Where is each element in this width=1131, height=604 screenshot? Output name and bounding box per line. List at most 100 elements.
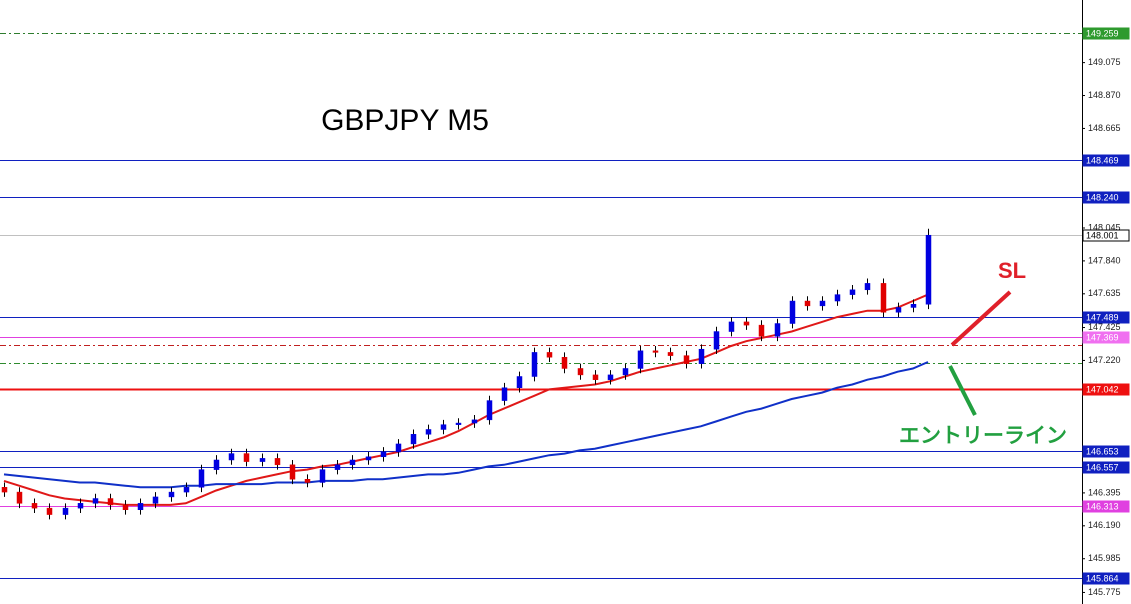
entry-line-label: エントリーライン <box>899 425 1067 448</box>
candle-body <box>122 504 129 511</box>
y-tick-label: 146.190 <box>1088 520 1121 530</box>
candle-body <box>152 496 159 504</box>
level-label-box <box>1082 311 1130 324</box>
candle-body <box>637 350 644 369</box>
candle-body <box>667 352 674 356</box>
candle-body <box>259 458 266 462</box>
level-label-box <box>1082 500 1130 513</box>
candle-body <box>849 289 856 295</box>
level-label-box <box>1082 331 1130 344</box>
level-label: 148.240 <box>1086 192 1119 202</box>
candle-body <box>819 300 826 307</box>
moving-average <box>3 361 929 489</box>
level-label: 145.864 <box>1086 573 1119 583</box>
level-label: 147.489 <box>1086 312 1119 322</box>
candle-body <box>62 507 69 515</box>
candle-body <box>758 324 765 337</box>
candle-body <box>561 356 568 369</box>
candle-body <box>77 503 84 509</box>
level-label: 149.259 <box>1086 28 1119 38</box>
level-label-box <box>1082 229 1130 242</box>
candle-body <box>46 507 53 515</box>
level-label-box <box>1082 154 1130 167</box>
candle-body <box>455 422 462 425</box>
candle-body <box>198 469 205 488</box>
level-label: 148.001 <box>1086 230 1119 240</box>
candle-body <box>304 479 311 483</box>
candle-body <box>16 491 23 504</box>
candle-body <box>471 419 478 424</box>
candle-body <box>228 453 235 461</box>
candle-body <box>683 355 690 364</box>
y-tick-label: 148.665 <box>1088 123 1121 133</box>
candle-body <box>804 300 811 307</box>
candle-body <box>137 503 144 511</box>
level-label-box <box>1082 191 1130 204</box>
y-tick-label: 148.870 <box>1088 90 1121 100</box>
candle-body <box>592 374 599 380</box>
candle-body <box>895 307 902 313</box>
candle-body <box>864 283 871 291</box>
y-tick-label: 145.985 <box>1088 553 1121 563</box>
candle-body <box>774 323 781 337</box>
candle-body <box>925 234 932 305</box>
candle-body <box>289 464 296 480</box>
level-label: 148.469 <box>1086 155 1119 165</box>
sl-label: SL <box>998 258 1026 283</box>
level-label: 147.042 <box>1086 384 1119 394</box>
moving-average <box>3 293 929 506</box>
candle-body <box>31 503 38 509</box>
candle-body <box>607 374 614 380</box>
y-tick-label: 145.775 <box>1088 587 1121 597</box>
entry-arrow <box>948 365 977 416</box>
y-tick-label: 147.840 <box>1088 255 1121 265</box>
candle-body <box>168 491 175 498</box>
candle-body <box>349 459 356 466</box>
candle-body <box>380 451 387 458</box>
candle-body <box>910 303 917 308</box>
level-label: 147.369 <box>1086 332 1119 342</box>
candle-body <box>713 331 720 350</box>
candle-body <box>107 498 114 506</box>
candle-body <box>395 443 402 453</box>
sl-arrow <box>950 290 1012 347</box>
candle-body <box>213 459 220 470</box>
level-label: 146.653 <box>1086 446 1119 456</box>
candle-body <box>410 434 417 445</box>
candle-body <box>728 321 735 332</box>
candle-body <box>546 352 553 358</box>
candle-body <box>743 321 750 326</box>
candle-body <box>92 498 99 504</box>
level-label-box <box>1082 445 1130 458</box>
y-tick-label: 147.635 <box>1088 288 1121 298</box>
level-label-box <box>1082 572 1130 585</box>
y-tick-label: 149.075 <box>1088 57 1121 67</box>
candle-body <box>516 376 523 388</box>
candle-body <box>183 487 190 493</box>
chart-title: GBPJPY M5 <box>321 104 489 137</box>
level-label-box <box>1082 383 1130 396</box>
candle-body <box>365 456 372 461</box>
candle-body <box>319 469 326 483</box>
candle-body <box>698 348 705 364</box>
candle-body <box>274 458 281 466</box>
candle-body <box>501 387 508 401</box>
candle-body <box>652 350 659 353</box>
candle-body <box>440 424 447 430</box>
y-tick-label: 147.425 <box>1088 322 1121 332</box>
candle-body <box>334 464 341 470</box>
candle-body <box>486 400 493 421</box>
y-tick-label: 148.045 <box>1088 222 1121 232</box>
candle-body <box>622 368 629 376</box>
candle-body <box>789 300 796 324</box>
y-tick-label: 146.395 <box>1088 487 1121 497</box>
candle-body <box>834 294 841 302</box>
level-label: 146.557 <box>1086 462 1119 472</box>
level-label: 146.313 <box>1086 501 1119 511</box>
candle-body <box>577 368 584 376</box>
candle-body <box>531 352 538 377</box>
candle-body <box>425 429 432 435</box>
candle-body <box>243 453 250 462</box>
